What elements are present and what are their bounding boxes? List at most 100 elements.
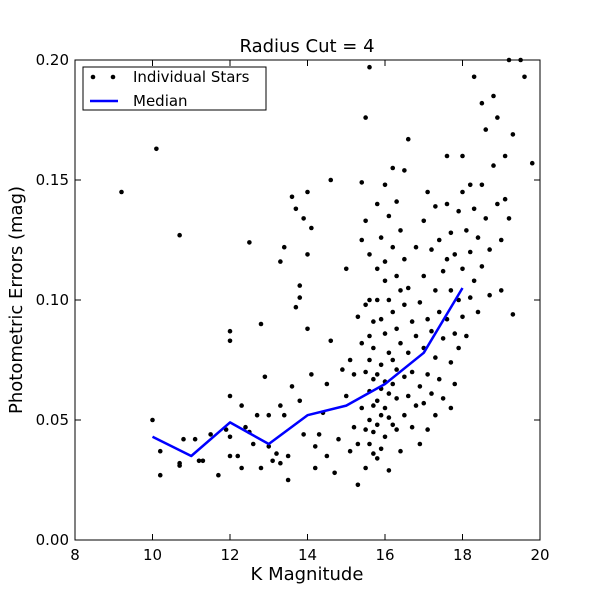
star-point bbox=[309, 225, 314, 231]
star-point bbox=[429, 328, 434, 334]
star-point bbox=[444, 256, 450, 262]
star-point bbox=[498, 237, 504, 243]
legend-marker-stars bbox=[110, 74, 116, 80]
star-point bbox=[367, 252, 372, 257]
star-point bbox=[495, 115, 500, 120]
star-point bbox=[343, 266, 349, 272]
star-point bbox=[374, 266, 380, 272]
star-point bbox=[440, 396, 446, 401]
star-point bbox=[522, 74, 527, 80]
star-point bbox=[452, 381, 458, 387]
star-point bbox=[359, 237, 365, 243]
star-point bbox=[359, 180, 365, 185]
star-point bbox=[444, 153, 450, 159]
star-point bbox=[378, 412, 384, 418]
star-point bbox=[374, 297, 380, 303]
star-point bbox=[394, 396, 399, 401]
star-point bbox=[425, 189, 430, 195]
star-point bbox=[448, 230, 454, 236]
star-point bbox=[417, 300, 423, 305]
y-tick-label: 0.05 bbox=[36, 411, 69, 429]
y-tick-label: 0.15 bbox=[36, 171, 69, 189]
star-point bbox=[413, 403, 419, 408]
star-point bbox=[436, 376, 442, 382]
star-point bbox=[464, 228, 469, 233]
star-point bbox=[487, 247, 492, 252]
star-point bbox=[436, 309, 442, 315]
star-point bbox=[405, 350, 411, 356]
star-point bbox=[157, 472, 163, 478]
star-point bbox=[363, 427, 368, 432]
star-point bbox=[409, 319, 415, 324]
star-point bbox=[405, 393, 411, 399]
star-point bbox=[227, 434, 233, 440]
star-point bbox=[367, 297, 372, 303]
star-point bbox=[235, 453, 241, 459]
star-point bbox=[382, 259, 388, 264]
star-point bbox=[409, 369, 415, 375]
star-point bbox=[363, 302, 368, 308]
star-point bbox=[405, 136, 411, 142]
star-point bbox=[239, 403, 244, 408]
star-point bbox=[270, 458, 275, 464]
star-point bbox=[444, 201, 450, 207]
star-point bbox=[502, 153, 508, 159]
star-point bbox=[475, 309, 481, 315]
chart-title: Radius Cut = 4 bbox=[239, 36, 374, 57]
star-point bbox=[402, 412, 407, 418]
star-point bbox=[324, 453, 330, 459]
star-point bbox=[471, 206, 477, 212]
star-point bbox=[274, 451, 279, 456]
star-point bbox=[281, 244, 287, 250]
star-point bbox=[150, 417, 155, 423]
star-point bbox=[367, 441, 372, 447]
star-point bbox=[529, 160, 535, 166]
star-point bbox=[289, 194, 295, 200]
star-point bbox=[363, 218, 368, 224]
star-point bbox=[262, 374, 268, 380]
star-point bbox=[405, 285, 411, 291]
star-point bbox=[452, 252, 458, 257]
star-point bbox=[394, 199, 399, 204]
star-point bbox=[305, 326, 310, 332]
star-point bbox=[402, 168, 407, 173]
star-point bbox=[367, 357, 372, 363]
star-point bbox=[386, 415, 392, 420]
star-point bbox=[278, 460, 283, 466]
star-point bbox=[181, 436, 186, 442]
star-point bbox=[285, 477, 291, 483]
star-point bbox=[448, 288, 454, 293]
star-point bbox=[177, 232, 182, 238]
star-point bbox=[367, 64, 372, 70]
plot-marks bbox=[119, 57, 535, 488]
star-point bbox=[421, 273, 427, 279]
star-point bbox=[433, 204, 438, 209]
y-tick-label: 0.10 bbox=[36, 291, 69, 309]
star-point bbox=[456, 297, 461, 303]
star-point bbox=[460, 189, 465, 195]
star-point bbox=[200, 458, 206, 464]
legend: Individual Stars Median bbox=[82, 66, 267, 111]
star-point bbox=[510, 132, 516, 137]
legend-label-median: Median bbox=[133, 92, 188, 110]
x-tick-label: 12 bbox=[220, 546, 239, 564]
axis-ticks: 8 10 12 14 16 18 20 0.00 0.05 0.10 0.15 0.20 bbox=[36, 51, 550, 564]
star-point bbox=[243, 424, 248, 430]
star-point bbox=[394, 326, 399, 332]
star-point bbox=[363, 115, 368, 120]
star-point bbox=[487, 292, 492, 298]
star-point bbox=[258, 465, 264, 471]
star-point bbox=[371, 319, 376, 324]
star-point bbox=[498, 288, 504, 293]
star-point bbox=[479, 264, 485, 269]
star-point bbox=[374, 422, 380, 428]
star-point bbox=[433, 288, 438, 293]
star-point bbox=[467, 295, 473, 300]
star-point bbox=[355, 441, 361, 447]
star-point bbox=[483, 127, 489, 132]
y-tick-label: 0.00 bbox=[36, 531, 69, 549]
star-point bbox=[433, 412, 438, 418]
star-point bbox=[382, 182, 388, 188]
star-point bbox=[293, 206, 299, 212]
star-point bbox=[479, 100, 485, 106]
